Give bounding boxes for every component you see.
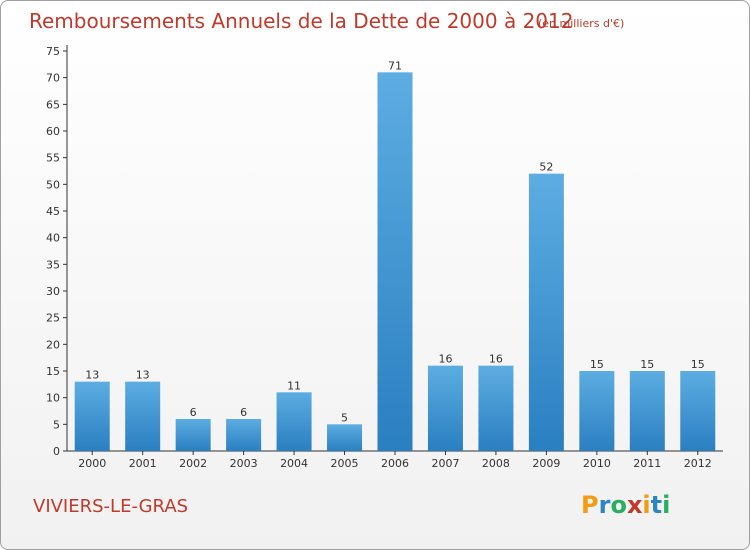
logo-letter: r bbox=[598, 491, 611, 519]
data-label: 16 bbox=[438, 353, 452, 366]
bar bbox=[175, 419, 211, 451]
x-tick-label: 2003 bbox=[230, 457, 258, 470]
y-tick-label: 55 bbox=[46, 152, 60, 165]
data-label: 13 bbox=[136, 369, 150, 382]
chart-title: Remboursements Annuels de la Dette de 20… bbox=[29, 9, 574, 33]
data-label: 11 bbox=[287, 379, 301, 392]
y-tick-label: 65 bbox=[46, 98, 60, 111]
data-label: 52 bbox=[539, 161, 553, 174]
data-label: 6 bbox=[190, 406, 197, 419]
y-tick-label: 15 bbox=[46, 365, 60, 378]
data-label: 71 bbox=[388, 59, 402, 72]
data-label: 15 bbox=[640, 358, 654, 371]
y-axis: 0 5 10 15 20 25 30 35 40 45 50 55 60 65 70 75 bbox=[46, 45, 68, 458]
bar bbox=[226, 419, 262, 451]
logo-letter: i bbox=[642, 491, 651, 519]
y-tick-label: 10 bbox=[46, 392, 60, 405]
y-tick-label: 30 bbox=[46, 285, 60, 298]
bar bbox=[427, 365, 463, 451]
bar bbox=[125, 381, 161, 451]
x-tick-label: 2011 bbox=[633, 457, 661, 470]
y-tick-label: 45 bbox=[46, 205, 60, 218]
x-tick-label: 2001 bbox=[129, 457, 157, 470]
bar bbox=[629, 371, 665, 451]
commune-name: VIVIERS-LE-GRAS bbox=[33, 496, 189, 517]
proxiti-logo: Proxiti bbox=[581, 491, 670, 519]
x-tick-label: 2004 bbox=[280, 457, 308, 470]
y-tick-label: 50 bbox=[46, 178, 60, 191]
bar bbox=[528, 173, 564, 451]
y-tick-label: 0 bbox=[53, 445, 60, 458]
y-tick-label: 20 bbox=[46, 338, 60, 351]
y-tick-label: 70 bbox=[46, 72, 60, 85]
x-tick-label: 2007 bbox=[431, 457, 459, 470]
x-tick-label: 2005 bbox=[331, 457, 359, 470]
data-label: 16 bbox=[489, 353, 503, 366]
bar bbox=[579, 371, 615, 451]
y-tick-label: 40 bbox=[46, 232, 60, 245]
data-label: 13 bbox=[85, 369, 99, 382]
logo-letter: x bbox=[626, 491, 643, 519]
data-label: 5 bbox=[341, 411, 348, 424]
x-tick-label: 2002 bbox=[179, 457, 207, 470]
x-tick-label: 2006 bbox=[381, 457, 409, 470]
x-tick-label: 2012 bbox=[684, 457, 712, 470]
logo-letter: t bbox=[650, 491, 663, 519]
logo-letter: i bbox=[662, 491, 671, 519]
x-tick-label: 2008 bbox=[482, 457, 510, 470]
logo-letter: o bbox=[610, 491, 627, 519]
y-tick-label: 35 bbox=[46, 258, 60, 271]
y-tick-label: 5 bbox=[53, 418, 60, 431]
y-tick-label: 60 bbox=[46, 125, 60, 138]
chart-subtitle: (en milliers d'€) bbox=[538, 17, 625, 30]
data-labels: 13 13 6 6 11 5 71 16 16 52 15 15 15 bbox=[85, 59, 705, 424]
x-tick-label: 2009 bbox=[532, 457, 560, 470]
data-label: 15 bbox=[590, 358, 604, 371]
x-tick-label: 2000 bbox=[78, 457, 106, 470]
x-tick-label: 2010 bbox=[583, 457, 611, 470]
data-label: 15 bbox=[691, 358, 705, 371]
bar bbox=[478, 365, 514, 451]
bar bbox=[377, 72, 413, 451]
y-tick-label: 25 bbox=[46, 312, 60, 325]
bar bbox=[327, 424, 363, 451]
logo-letter: P bbox=[581, 491, 599, 519]
data-label: 6 bbox=[240, 406, 247, 419]
y-tick-label: 75 bbox=[46, 45, 60, 58]
bar bbox=[74, 381, 110, 451]
bars bbox=[74, 72, 716, 455]
bar bbox=[680, 371, 716, 451]
bar bbox=[276, 392, 312, 451]
